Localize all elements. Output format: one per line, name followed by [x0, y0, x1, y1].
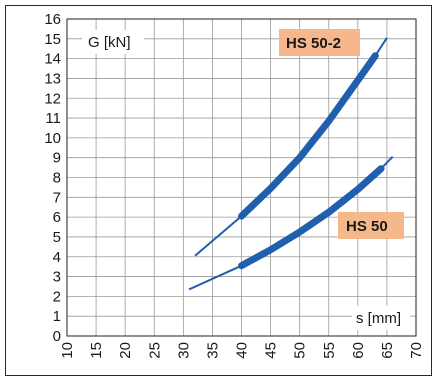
y-tick-label: 6: [53, 209, 61, 226]
y-tick-label: 4: [53, 249, 61, 266]
x-tick-label: 10: [59, 342, 76, 359]
y-tick-label: 0: [53, 328, 61, 345]
x-tick-label: 70: [408, 342, 425, 359]
y-tick-label: 15: [44, 31, 61, 48]
y-tick-label: 12: [44, 90, 61, 107]
x-tick-label: 45: [263, 342, 280, 359]
series-0-extension-end: [374, 37, 388, 57]
x-tick-label: 15: [88, 342, 105, 359]
series-1-operating-range: [238, 165, 385, 270]
y-tick-label: 3: [53, 269, 61, 286]
y-tick-label: 2: [53, 288, 61, 305]
y-tick-label: 5: [53, 229, 61, 246]
x-tick-label: 50: [292, 342, 309, 359]
y-tick-label: 10: [44, 130, 61, 147]
x-tick-label: 55: [321, 342, 338, 359]
x-tick-label: 65: [379, 342, 396, 359]
x-tick-label: 60: [350, 342, 367, 359]
y-tick-label: 1: [53, 308, 61, 325]
x-tick-label: 40: [234, 342, 251, 359]
y-tick-label: 11: [45, 110, 61, 127]
plot-border: [66, 18, 417, 337]
series-1-extension-start: [188, 264, 242, 291]
x-tick-label: 25: [146, 342, 163, 359]
y-axis-label: G [kN]: [88, 34, 131, 51]
y-tick-label: 13: [44, 70, 61, 87]
series-0-extension-start: [194, 215, 243, 257]
xlabel-bg: [352, 306, 410, 330]
y-tick-label: 7: [53, 189, 61, 206]
series-tag-hs50-bg: [338, 212, 404, 239]
x-tick-labels: 10 15 20 25 30 35 40 45 50 55 60 65 70: [59, 342, 425, 359]
x-tick-label: 30: [175, 342, 192, 359]
y-tick-label: 9: [53, 150, 61, 167]
series-0-operating-range: [238, 52, 379, 220]
ylabel-bg: [82, 30, 144, 54]
y-tick-label: 14: [44, 51, 61, 68]
series-group: [188, 37, 394, 291]
series-tag-hs50: HS 50: [346, 218, 388, 235]
y-tick-label: 16: [44, 11, 61, 28]
y-tick-label: 8: [53, 170, 61, 187]
series-tag-hs50-2-bg: [279, 29, 360, 56]
x-axis-label: s [mm]: [356, 310, 401, 327]
series-tag-hs50-2: HS 50-2: [286, 35, 341, 52]
x-tick-label: 35: [204, 342, 221, 359]
x-tick-label: 20: [117, 342, 134, 359]
